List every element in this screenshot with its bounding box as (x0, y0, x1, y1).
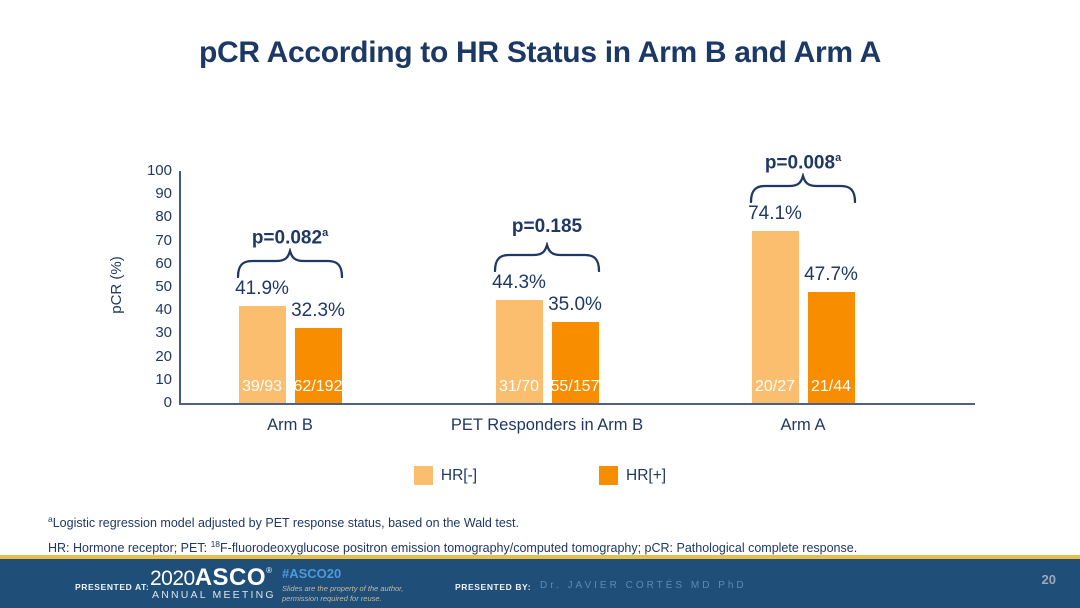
presented-at-label: PRESENTED AT: (75, 582, 150, 592)
legend-item-hr-pos: HR[+] (599, 466, 666, 485)
chart-legend: HR[-] HR[+] (0, 466, 1080, 485)
footnote-superscript: a (48, 514, 53, 524)
hashtag-asco20: #ASCO20 (282, 566, 342, 581)
value-label: 35.0% (548, 293, 602, 315)
value-label: 74.1% (748, 203, 802, 225)
value-label: 32.3% (291, 300, 345, 322)
p-value-superscript: a (322, 226, 329, 239)
x-category-label: Arm A (780, 416, 826, 434)
footer-gold-divider (0, 555, 1080, 559)
fraction-label: 55/157 (550, 378, 600, 395)
y-axis-line (179, 171, 181, 403)
isotope-superscript: 18 (210, 539, 221, 550)
presenter-name: Dr. JAVIER CORTÉS MD PhD (540, 580, 747, 591)
bar-hr-pos-group3 (807, 292, 855, 403)
bar-hr-pos-group2 (551, 321, 599, 403)
slide-title: pCR According to HR Status in Arm B and … (198, 36, 882, 69)
legend-item-hr-neg: HR[-] (413, 466, 478, 485)
y-tick-90: 90 (155, 185, 172, 203)
legend-swatch-icon (413, 466, 433, 485)
bar-hr-neg-group3 (751, 231, 799, 403)
asco-logo-year: 2020 (150, 567, 195, 590)
p-value-superscript: a (835, 152, 842, 165)
y-tick-50: 50 (155, 278, 172, 295)
y-tick-40: 40 (155, 301, 172, 319)
y-tick-10: 10 (155, 370, 172, 388)
footnote-wald-test: aLogistic regression model adjusted by P… (48, 514, 519, 531)
y-tick-20: 20 (155, 347, 172, 365)
y-tick-0: 0 (163, 394, 172, 411)
y-tick-30: 30 (155, 324, 172, 342)
reuse-disclaimer: Slides are the property of the author, p… (282, 584, 404, 603)
value-label: 41.9% (235, 277, 289, 299)
y-tick-80: 80 (155, 208, 172, 226)
fraction-label: 62/192 (293, 378, 343, 395)
footer-bar (0, 559, 1080, 608)
asco-logo-subtitle: ANNUAL MEETING (152, 589, 276, 601)
footnotes: aLogistic regression model adjusted by P… (48, 509, 857, 559)
legend-label: HR[-] (440, 466, 478, 484)
footnote-abbreviations: HR: Hormone receptor; PET: 18F-fluorodeo… (48, 539, 858, 556)
p-value-label: p=0.008a (764, 152, 842, 174)
fraction-label: 20/27 (754, 378, 796, 395)
slide-page-number: 20 (1041, 572, 1056, 587)
p-value-label: p=0.185 (511, 216, 583, 238)
legend-label: HR[+] (626, 466, 667, 484)
bar-hr-neg-group2 (495, 300, 543, 403)
legend-swatch-icon (599, 466, 619, 485)
curly-brace (749, 173, 857, 204)
y-tick-60: 60 (155, 254, 172, 272)
y-tick-70: 70 (155, 231, 172, 249)
value-label: 44.3% (492, 272, 546, 294)
p-value-label: p=0.082a (251, 226, 329, 249)
y-tick-100: 100 (146, 162, 172, 179)
presented-by-label: PRESENTED BY: (455, 582, 532, 592)
value-label: 47.7% (804, 264, 858, 286)
fraction-label: 39/93 (241, 378, 283, 395)
curly-brace (493, 242, 601, 273)
x-category-label: Arm B (267, 416, 313, 434)
curly-brace (236, 247, 344, 278)
bar-hr-neg-group1 (238, 305, 286, 403)
fraction-label: 31/70 (498, 378, 540, 395)
y-axis-label: pCR (%) (108, 256, 125, 314)
fraction-label: 21/44 (810, 378, 852, 395)
bar-hr-pos-group1 (294, 328, 342, 403)
asco-logo: 2020ASCO® (150, 564, 272, 592)
x-axis-line (179, 403, 975, 405)
asco-logo-name: ASCO (194, 564, 267, 591)
x-category-label: PET Responders in Arm B (450, 416, 644, 434)
registered-mark-icon: ® (266, 566, 272, 575)
